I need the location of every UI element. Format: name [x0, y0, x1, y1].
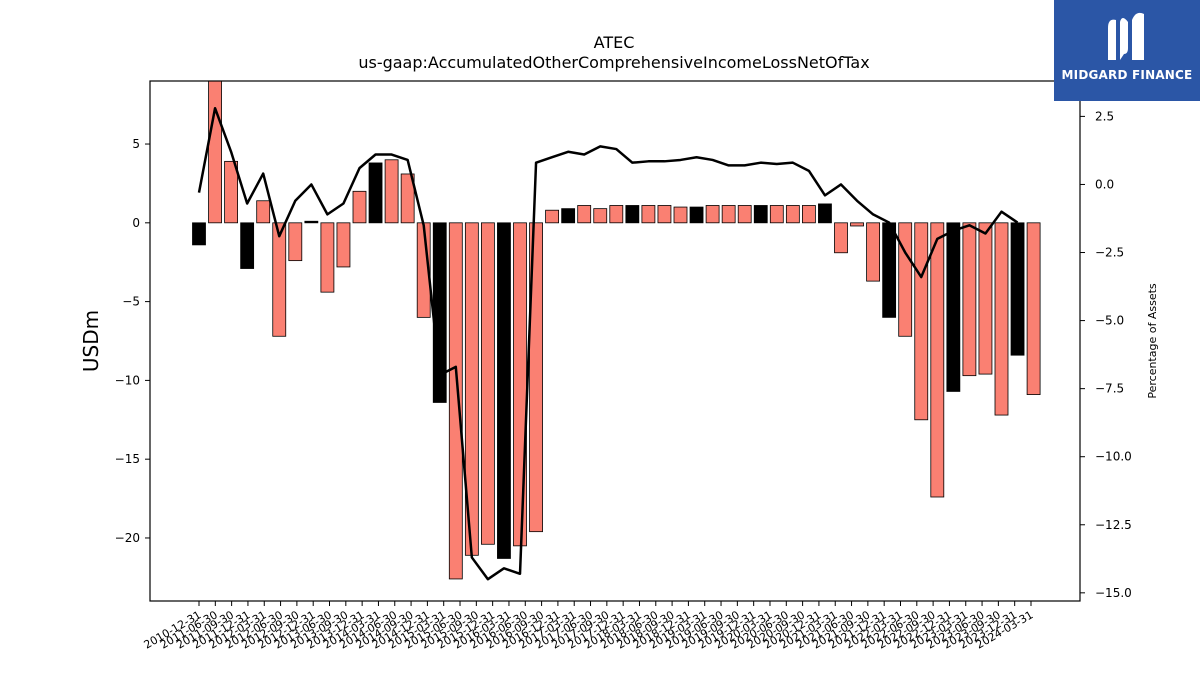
y2-tick-label-4: −7.5 [1095, 382, 1124, 396]
chart-subtitle: us-gaap:AccumulatedOtherComprehensiveInc… [358, 53, 869, 72]
plot-frame [149, 80, 1081, 602]
plot-area: 5 0 −5 −10 −15 −20 2.5 0.0 −2.5 −5.0 −7.5 −10.0 −12.… [115, 81, 1132, 652]
bar-36 [769, 205, 784, 224]
bar-0 [192, 222, 206, 246]
y-tick-label-0: 5 [132, 137, 140, 151]
bar-44 [898, 222, 913, 337]
bar-9 [336, 222, 351, 268]
bar-47 [946, 222, 961, 392]
bar-52 [1026, 222, 1041, 395]
bar-7 [304, 220, 319, 224]
bar-3 [240, 222, 255, 269]
midgard-finance-logo: MIDGARD FINANCE [1054, 0, 1200, 101]
bar-11 [368, 162, 383, 224]
y-tick-label-2: −5 [122, 295, 140, 309]
bar-16 [448, 222, 463, 580]
midgard-logo-mark-icon [1108, 12, 1144, 60]
y2-axis-label: Percentage of Assets [1146, 283, 1159, 399]
bar-45 [914, 222, 929, 421]
bar-4 [256, 200, 271, 224]
bar-12 [384, 159, 399, 224]
bar-33 [721, 205, 736, 224]
bar-28 [641, 205, 656, 224]
bar-8 [320, 222, 335, 293]
bar-43 [882, 222, 897, 318]
bar-20 [513, 222, 527, 547]
bar-35 [753, 205, 768, 224]
percentage-line [197, 106, 1019, 581]
bar-25 [593, 208, 608, 224]
bar-46 [930, 222, 945, 498]
y2-tick-label-5: −10.0 [1095, 450, 1132, 464]
bar-42 [866, 222, 880, 282]
y2-tick-label-0: 2.5 [1095, 109, 1114, 123]
bar-27 [625, 205, 640, 224]
bar-5 [272, 222, 287, 337]
y2-tick-label-1: 0.0 [1095, 177, 1114, 191]
y-tick-label-5: −20 [115, 531, 140, 545]
bar-13 [400, 173, 415, 224]
bar-24 [577, 205, 592, 224]
bar-41 [850, 222, 864, 227]
bar-18 [480, 222, 495, 545]
y2-tick-label-2: −2.5 [1095, 246, 1124, 260]
bar-32 [705, 205, 720, 224]
bar-19 [497, 222, 511, 559]
y2-tick-label-3: −5.0 [1095, 314, 1124, 328]
y-tick-label-3: −10 [115, 373, 140, 387]
bar-23 [561, 208, 576, 224]
bar-31 [689, 206, 704, 224]
y-tick-label-1: 0 [132, 216, 140, 230]
y-axis-label: USDm [79, 310, 103, 372]
bar-39 [818, 203, 832, 224]
bar-40 [834, 222, 848, 254]
chart-title: ATEC [594, 33, 635, 52]
bar-49 [978, 222, 993, 375]
bar-26 [609, 205, 624, 224]
bar-38 [802, 205, 816, 224]
bar-21 [529, 222, 543, 533]
bar-48 [962, 222, 977, 377]
y2-tick-label-7: −15.0 [1095, 586, 1132, 600]
bar-6 [288, 222, 303, 262]
bar-10 [352, 190, 367, 224]
bar-30 [673, 206, 688, 224]
y-tick-label-4: −15 [115, 452, 140, 466]
bar-22 [545, 209, 559, 224]
y2-tick-label-6: −12.5 [1095, 518, 1132, 532]
logo-text: MIDGARD FINANCE [1061, 68, 1193, 82]
bar-37 [785, 205, 800, 224]
bar-2 [224, 160, 239, 224]
bar-51 [1010, 222, 1025, 356]
bar-34 [737, 205, 752, 224]
bar-29 [657, 205, 672, 224]
bar-50 [994, 222, 1009, 416]
bar-1 [208, 81, 222, 224]
